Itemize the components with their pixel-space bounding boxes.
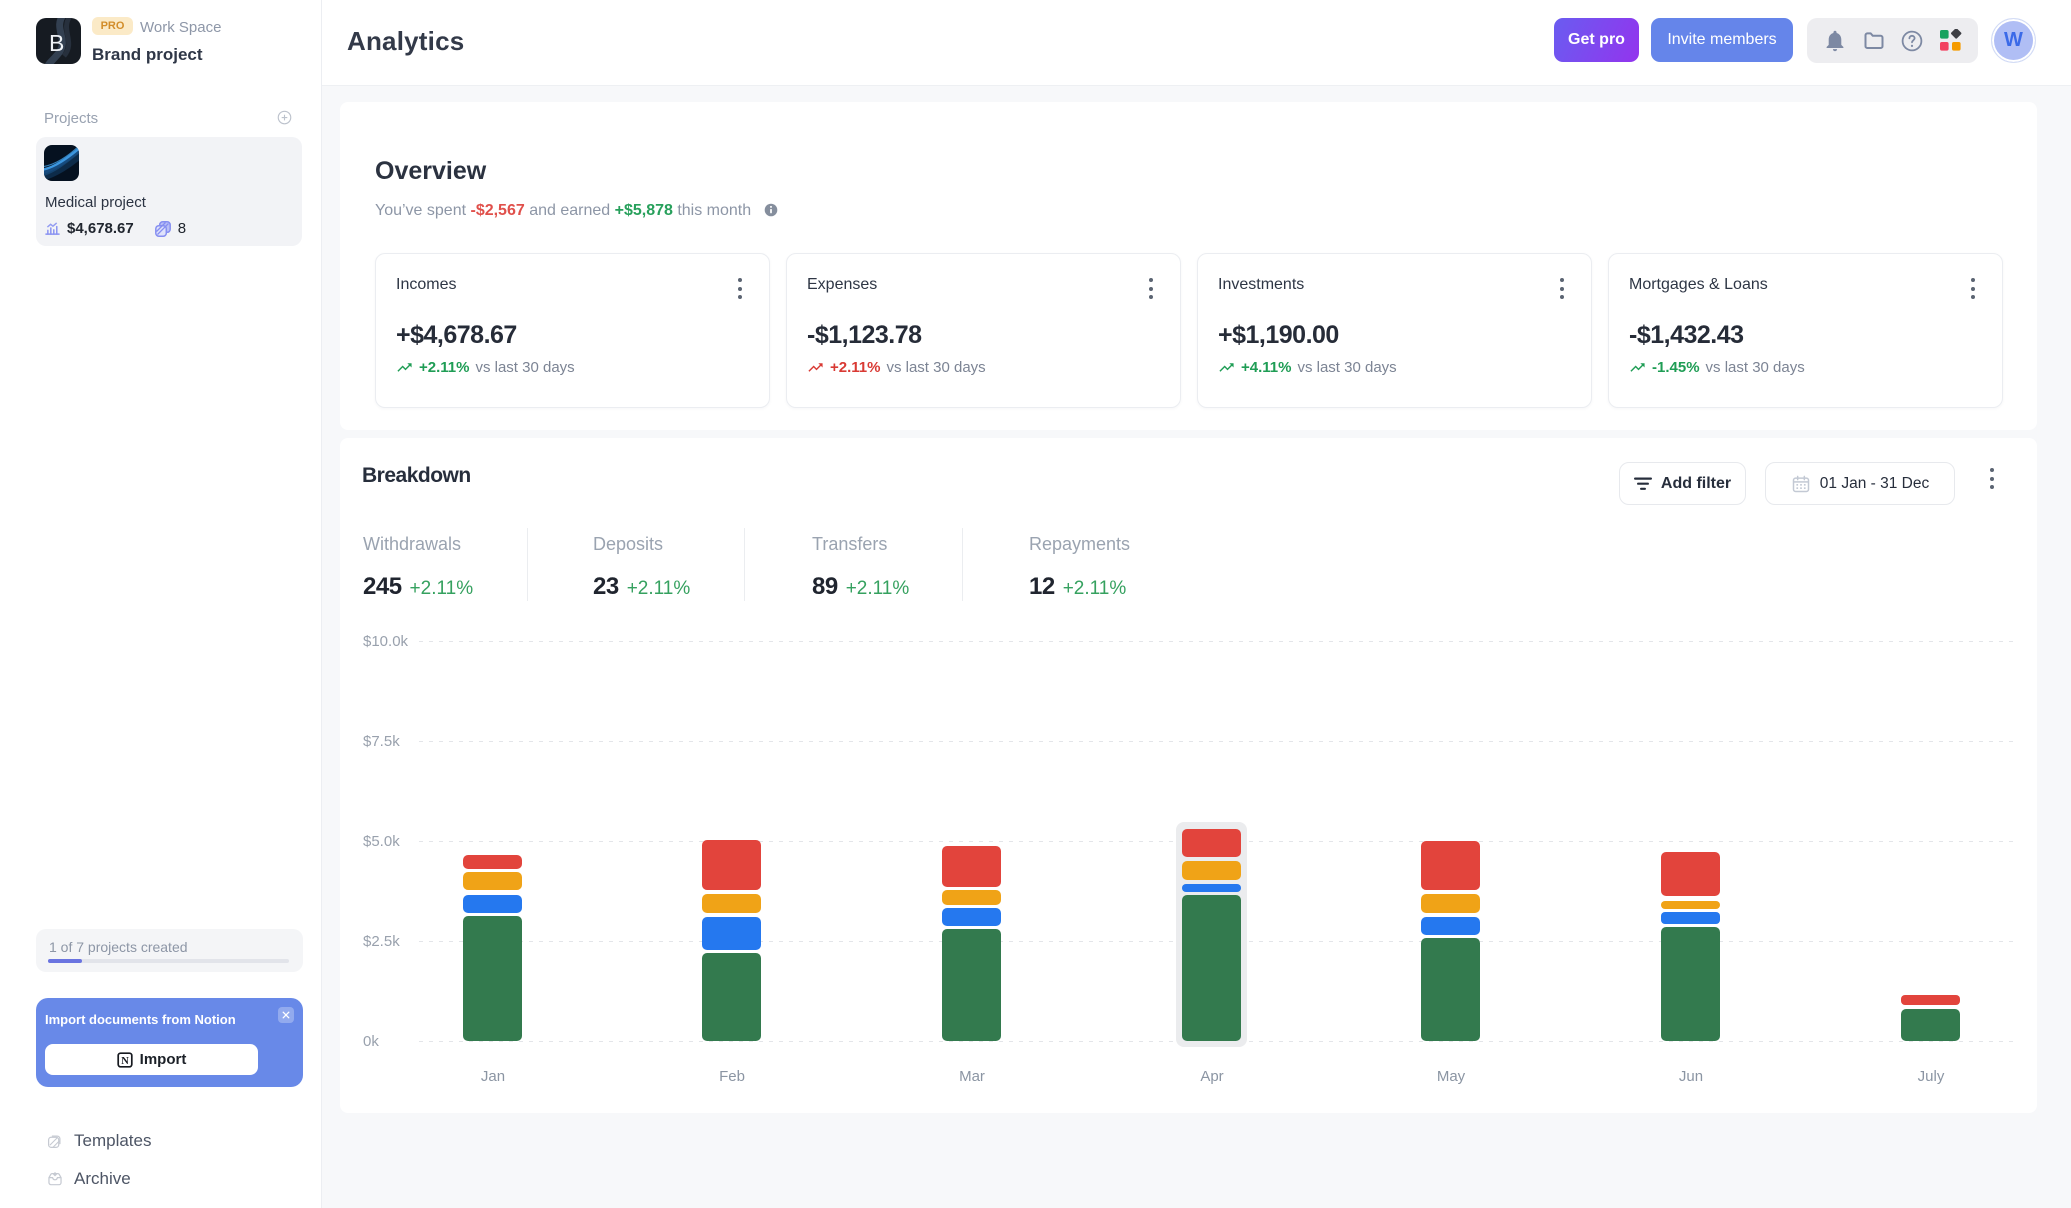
svg-text:B: B — [49, 30, 64, 56]
svg-text:N: N — [121, 1056, 129, 1067]
